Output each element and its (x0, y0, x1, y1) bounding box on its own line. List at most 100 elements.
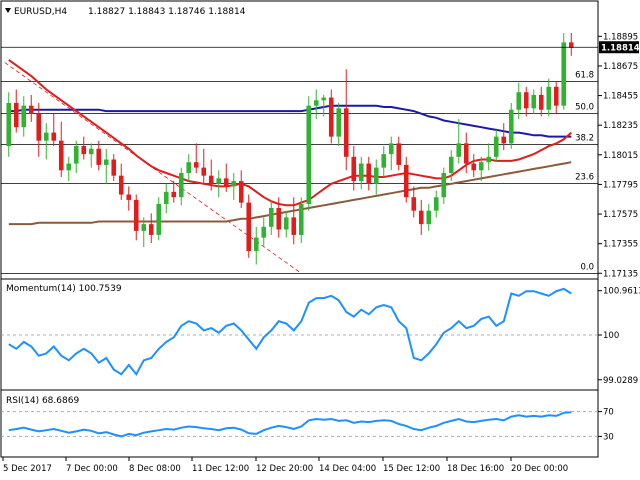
candle-body (336, 108, 342, 137)
price-tick-label: 1.17355 (603, 240, 638, 250)
candle-body (6, 102, 12, 147)
candle-body (66, 163, 72, 171)
candle-body (546, 86, 552, 110)
chart-header: EURUSD,H4 1.18827 1.18843 1.18746 1.1881… (5, 7, 246, 17)
rsi-plot: 70 30 (1, 408, 614, 442)
candle-body (448, 156, 454, 173)
price-tick-label: 1.18675 (603, 62, 638, 72)
candle-body (381, 154, 387, 168)
candle-body (246, 202, 252, 252)
candle-body (43, 132, 49, 141)
time-tick-label: 15 Dec 12:00 (383, 464, 440, 474)
rsi-panel[interactable] (0, 389, 599, 458)
price-tick-label: 1.18455 (603, 92, 638, 102)
momentum-line (8, 287, 572, 376)
candle-body (13, 102, 19, 128)
candle-body (486, 156, 492, 163)
candle-body (516, 92, 522, 110)
candle-body (343, 108, 349, 157)
candle-body (81, 146, 87, 155)
price-panel[interactable] (0, 0, 599, 280)
candle-body (238, 181, 244, 203)
candle-body (223, 178, 229, 187)
candle-body (561, 42, 567, 106)
candle-body (523, 92, 529, 109)
time-tick-label: 18 Dec 16:00 (447, 464, 504, 474)
price-tick-label: 1.18015 (603, 151, 638, 161)
candle-body (321, 97, 327, 101)
candle-body (58, 140, 64, 171)
time-tick-label: 14 Dec 04:00 (319, 464, 376, 474)
candle-body (433, 197, 439, 211)
current-price-label: 1.18814 (601, 44, 640, 54)
candle-body (208, 175, 214, 184)
time-tick-label: 12 Dec 20:00 (256, 464, 313, 474)
candle-body (21, 105, 27, 128)
candle-body (298, 203, 304, 235)
price-plot: 61.8 50.0 38.2 23.6 0.0 (1, 32, 598, 274)
candle-body (88, 148, 94, 155)
candle-body (111, 159, 117, 176)
price-tick-label: 1.18895 (603, 32, 638, 42)
fib-level-label: 23.6 (575, 173, 594, 183)
candle-body (193, 162, 199, 168)
candle-body (501, 136, 507, 144)
candle-body (441, 172, 447, 198)
candle-body (51, 132, 57, 141)
candle-body (163, 191, 169, 204)
rsi-tick-label: 70 (603, 408, 614, 418)
candle-body (508, 109, 514, 144)
fib-level-label: 38.2 (575, 134, 594, 144)
candle-body (313, 100, 319, 106)
momentum-panel[interactable] (0, 278, 599, 391)
momentum-label: Momentum(14) 100.7539 (6, 284, 122, 294)
candle-body (126, 194, 132, 200)
candle-body (103, 159, 109, 165)
candle-body (156, 203, 162, 235)
candle-body (216, 178, 222, 184)
candle-body (306, 105, 312, 204)
candle-body (118, 175, 124, 195)
momentum-plot: 100.9613 100 99.0289 (1, 287, 640, 386)
fib-trend-line (4, 62, 302, 274)
fib-level-label: 50.0 (575, 103, 594, 113)
rsi-tick-label: 30 (603, 432, 614, 442)
candle-body (418, 210, 424, 225)
candle-body (186, 162, 192, 173)
time-tick-label: 7 Dec 00:00 (66, 464, 118, 474)
candle-body (133, 199, 139, 231)
candle-body (178, 172, 184, 198)
sma-fast-line (8, 59, 572, 207)
candle-body (538, 94, 544, 110)
dropdown-triangle-icon[interactable] (5, 8, 11, 13)
candle-body (201, 167, 207, 176)
candle-body (456, 143, 462, 157)
candle-body (463, 143, 469, 164)
candle-body (261, 226, 267, 238)
candle-body (73, 146, 79, 164)
candle-body (148, 224, 154, 235)
momentum-tick-label: 99.0289 (603, 376, 638, 386)
candle-body (36, 113, 42, 141)
candle-body (373, 167, 379, 184)
ohlc-values: 1.18827 1.18843 1.18746 1.18814 (88, 7, 246, 17)
candle-body (291, 217, 297, 235)
sma-slow-line (8, 161, 572, 226)
candle-body (366, 163, 372, 184)
momentum-tick-label: 100.9613 (603, 287, 640, 297)
time-axis: 5 Dec 2017 7 Dec 00:00 8 Dec 08:00 11 Dec 1… (2, 457, 568, 474)
fib-level-label: 0.0 (580, 263, 594, 273)
time-tick-label: 8 Dec 08:00 (129, 464, 181, 474)
candle-body (553, 86, 559, 106)
candle-body (478, 162, 484, 171)
candle-body (28, 105, 34, 114)
sma-mid-line (8, 104, 572, 138)
price-axis: 1.18895 1.18675 1.18455 1.18235 1.18015 1.177… (1, 32, 640, 279)
candle-body (351, 156, 357, 182)
candle-body (388, 143, 394, 155)
fib-level-label: 61.8 (575, 71, 594, 81)
price-tick-label: 1.17135 (603, 269, 638, 279)
rsi-line (8, 411, 572, 438)
candle-body (358, 163, 364, 182)
